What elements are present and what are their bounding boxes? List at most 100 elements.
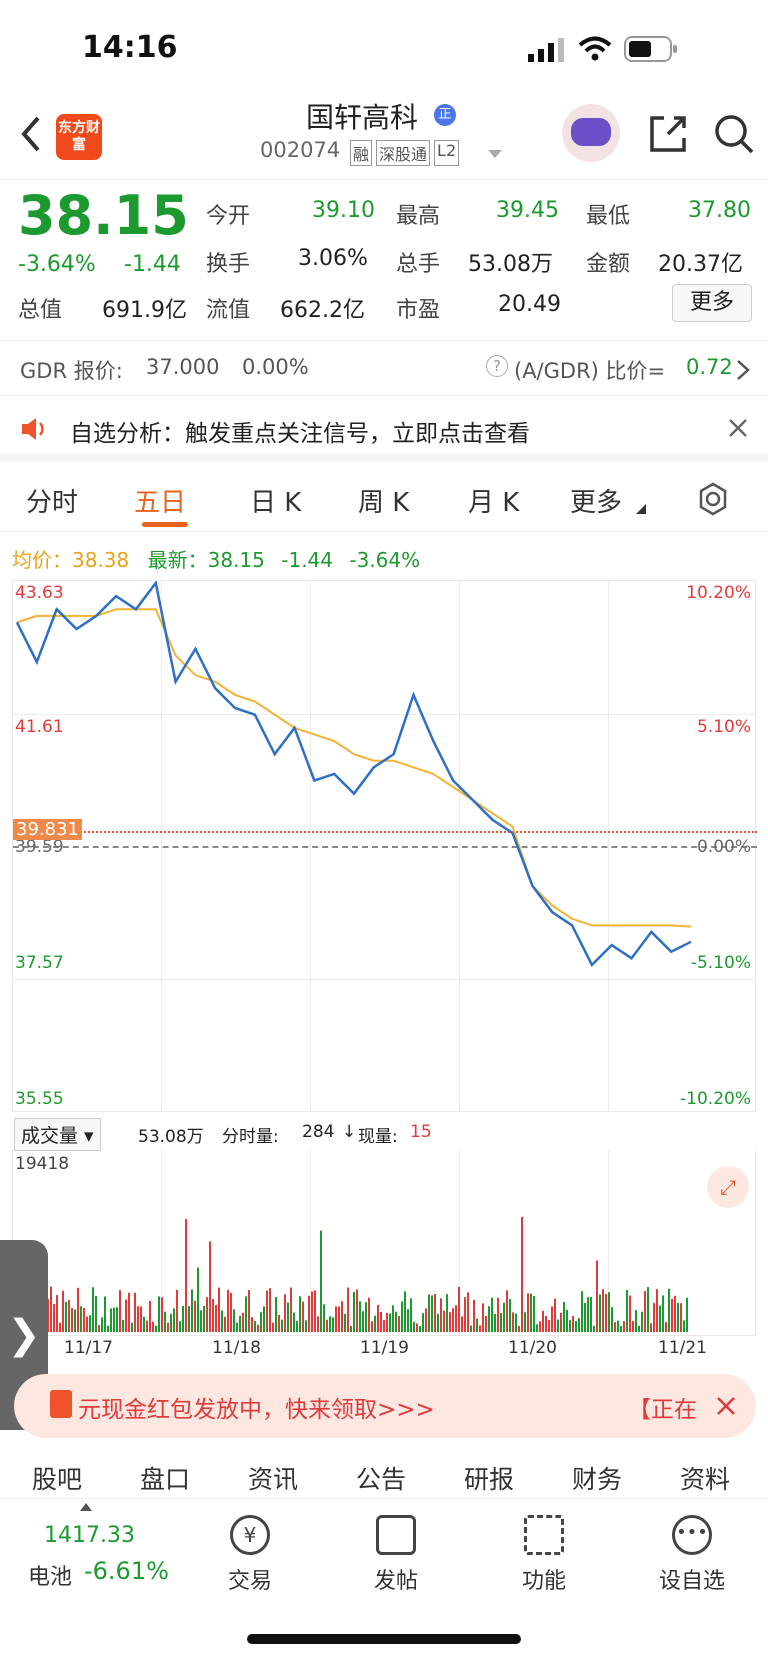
subtab-news[interactable]: 资讯 [248, 1465, 299, 1494]
more-button[interactable]: 更多 [672, 284, 752, 322]
x-label: 11/19 [360, 1338, 409, 1358]
x-label: 11/20 [508, 1338, 557, 1358]
volume-bar [377, 1304, 379, 1332]
volume-selector[interactable]: 成交量 ▾ [14, 1118, 101, 1151]
tab-daily[interactable]: 日 K [250, 488, 302, 518]
settings-icon[interactable] [696, 482, 730, 516]
help-icon[interactable]: ? [486, 355, 508, 377]
x-label: 11/21 [658, 1338, 707, 1358]
gdr-row[interactable]: GDR 报价: 37.000 0.00% ? (A/GDR) 比价= 0.72 [0, 340, 768, 396]
volume-bar [137, 1306, 139, 1332]
label-market-cap: 总值 [18, 298, 63, 323]
volume-bar [641, 1311, 643, 1332]
period-tabs: 分时 五日 日 K 周 K 月 K 更多 [0, 464, 768, 532]
volume-bar [338, 1306, 340, 1332]
latest-change: -1.44 [281, 548, 333, 572]
volume-bar [50, 1286, 52, 1332]
y-right-label: -5.10% [690, 953, 751, 973]
volume-bar [53, 1304, 55, 1332]
home-indicator [247, 1634, 521, 1644]
volume-bar [401, 1301, 403, 1332]
assistant-avatar[interactable] [562, 104, 620, 162]
volume-chart[interactable]: 19418 ⤢ [12, 1150, 756, 1336]
volume-bar [488, 1306, 490, 1332]
volume-bar [176, 1289, 178, 1332]
banner-close-icon[interactable] [716, 1396, 736, 1416]
volume-bar [509, 1299, 511, 1332]
current-price: 38.15 [18, 184, 189, 247]
volume-bar [398, 1315, 400, 1332]
volume-bar [515, 1313, 517, 1332]
volume-bar [470, 1325, 472, 1332]
tab-monthly[interactable]: 月 K [468, 488, 520, 518]
volume-bar [227, 1289, 229, 1332]
promo-banner[interactable]: 元现金红包发放中，快来领取>>> 【正在 [14, 1374, 756, 1438]
back-icon[interactable] [18, 114, 44, 154]
notice-bar[interactable]: 自选分析：触发重点关注信号，立即点击查看 [0, 400, 768, 462]
subtab-profile[interactable]: 资料 [680, 1465, 731, 1494]
volume-bar [296, 1321, 298, 1332]
post-label: 发帖 [373, 1569, 418, 1594]
volume-bar [329, 1316, 331, 1332]
subtab-finance[interactable]: 财务 [572, 1465, 623, 1494]
volume-bar [182, 1306, 184, 1332]
value-turnover: 3.06% [298, 246, 368, 271]
close-icon[interactable] [728, 418, 748, 438]
volume-bar [335, 1306, 337, 1332]
volume-selector-label: 成交量 [21, 1125, 79, 1147]
down-arrow-icon: ↓ [342, 1122, 357, 1142]
volume-bar [419, 1325, 421, 1332]
trade-button[interactable]: ¥ 交易 [200, 1515, 300, 1595]
price-chart[interactable]: 43.63 41.61 39.59 37.57 35.55 10.20% 5.1… [12, 580, 757, 1112]
volume-bar [344, 1313, 346, 1332]
search-icon[interactable] [712, 112, 756, 156]
tab-more[interactable]: 更多 [570, 488, 623, 518]
tab-intraday[interactable]: 分时 [26, 488, 79, 518]
index-pct[interactable]: -6.61% [84, 1557, 169, 1585]
expand-icon[interactable]: ⤢ [707, 1166, 749, 1208]
tag-level2: L2 [434, 140, 460, 166]
volume-bar [257, 1324, 259, 1332]
y-left-label: 39.59 [15, 837, 64, 857]
status-bar: 14:16 [0, 0, 768, 100]
index-name[interactable]: 电池 [28, 1565, 73, 1590]
volume-bar [527, 1293, 529, 1332]
volume-bar [200, 1310, 202, 1332]
volume-bar [80, 1306, 82, 1332]
functions-button[interactable]: 功能 [494, 1515, 594, 1595]
volume-bar [101, 1317, 103, 1332]
tab-weekly[interactable]: 周 K [358, 488, 410, 518]
chevron-down-icon[interactable] [488, 150, 502, 160]
volume-bar [671, 1298, 673, 1332]
subtab-forum[interactable]: 股吧 [32, 1465, 83, 1494]
volume-bar [485, 1315, 487, 1332]
volume-bar [254, 1320, 256, 1332]
index-value[interactable]: 1417.33 [44, 1523, 135, 1548]
volume-bar [179, 1321, 181, 1332]
volume-bar [524, 1312, 526, 1332]
volume-bar [278, 1314, 280, 1332]
volume-bar [512, 1312, 514, 1332]
post-button[interactable]: 发帖 [346, 1515, 446, 1595]
y-left-label: 41.61 [15, 717, 64, 737]
volume-bar [215, 1304, 217, 1332]
tab-five-day[interactable]: 五日 [134, 488, 187, 518]
subtab-orderbook[interactable]: 盘口 [140, 1465, 191, 1494]
volume-bar [332, 1317, 334, 1332]
subtab-research[interactable]: 研报 [464, 1465, 515, 1494]
volume-bar [266, 1290, 268, 1332]
value-volume: 53.08万 [468, 252, 553, 277]
value-pe: 20.49 [498, 292, 561, 317]
volume-bar [59, 1322, 61, 1332]
volume-bar [425, 1308, 427, 1332]
volume-bar [350, 1325, 352, 1332]
add-watchlist-button[interactable]: ••• 设自选 [642, 1515, 742, 1595]
subtab-announcements[interactable]: 公告 [356, 1465, 407, 1494]
battery-icon [624, 36, 677, 62]
edit-icon [376, 1515, 416, 1555]
volume-bar [404, 1291, 406, 1332]
gdr-label: GDR 报价: [20, 359, 123, 383]
chart-header: 均价：38.38 最新：38.15 -1.44 -3.64% [12, 544, 420, 573]
share-icon[interactable] [646, 112, 690, 156]
volume-bar [299, 1296, 301, 1332]
